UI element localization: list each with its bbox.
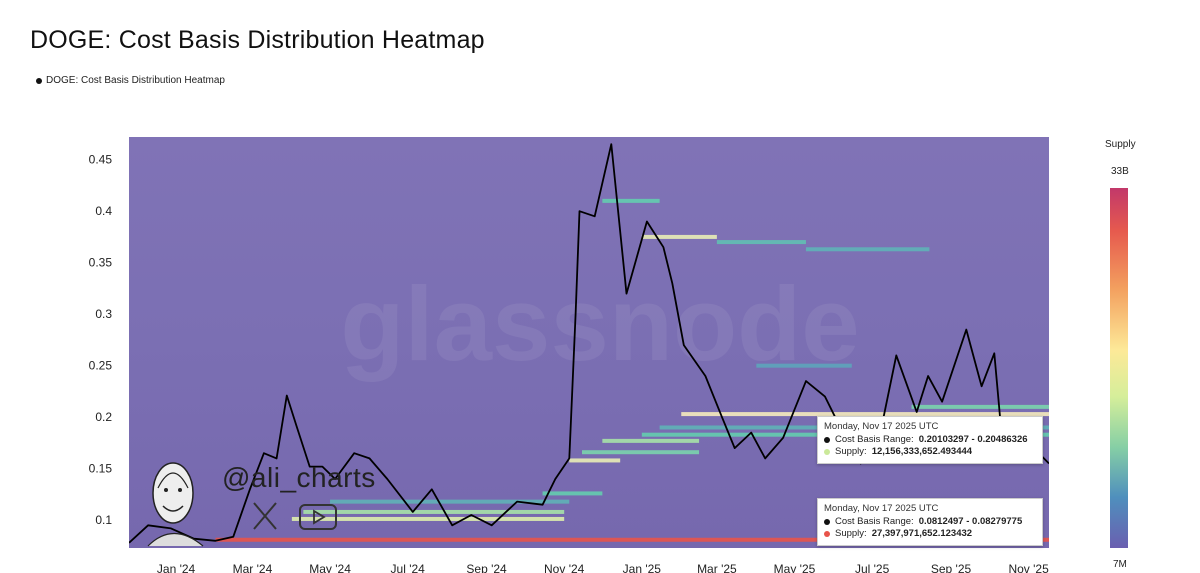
- colorbar: [1110, 188, 1128, 548]
- y-tick-label: 0.4: [95, 204, 112, 218]
- legend-dot-icon: [36, 77, 42, 84]
- x-tick-label: Jan '25: [623, 562, 662, 573]
- tooltip-range-value: 0.0812497 - 0.08279775: [918, 516, 1023, 527]
- y-tick-label: 0.3: [95, 307, 112, 321]
- y-tick-label: 0.35: [89, 256, 113, 270]
- youtube-icon: [299, 504, 337, 530]
- x-axis: Jan '24 Mar '24 May '24 Jul '24 Sep '24 Nov '…: [157, 562, 1049, 573]
- plot-background: [129, 137, 1049, 548]
- tooltip-date: Monday, Nov 17 2025 UTC: [824, 503, 939, 514]
- x-tick-label: Jul '24: [391, 562, 426, 573]
- y-axis: 0.1 0.15 0.2 0.25 0.3 0.35 0.4 0.45: [89, 153, 113, 528]
- supply-band: [582, 450, 700, 455]
- colorbar-title: Supply: [1105, 139, 1136, 150]
- supply-bullet-icon: [824, 531, 830, 537]
- x-tick-label: Nov '24: [544, 562, 585, 573]
- y-tick-label: 0.2: [95, 410, 112, 424]
- supply-band: [291, 516, 565, 521]
- tooltip-range-label: Cost Basis Range:: [835, 434, 914, 445]
- supply-band: [911, 404, 1049, 409]
- tooltip-range-value: 0.20103297 - 0.20486326: [918, 434, 1028, 445]
- y-tick-label: 0.1: [95, 513, 112, 527]
- supply-band: [641, 234, 717, 239]
- tooltip-supply-row: Supply: 12,156,333,652.493444: [824, 446, 1034, 458]
- legend[interactable]: DOGE: Cost Basis Distribution Heatmap: [36, 75, 225, 86]
- author-handle: @ali_charts: [222, 462, 376, 493]
- legend-label: DOGE: Cost Basis Distribution Heatmap: [46, 75, 225, 86]
- supply-band: [756, 363, 852, 368]
- x-tick-label: Nov '25: [1008, 562, 1049, 573]
- tooltip-range-row: Cost Basis Range: 0.20103297 - 0.2048632…: [824, 434, 1034, 446]
- x-social-icon: [253, 502, 277, 530]
- x-tick-label: Sep '24: [466, 562, 507, 573]
- tooltip-range-label: Cost Basis Range:: [835, 516, 914, 527]
- tooltip-date: Monday, Nov 17 2025 UTC: [824, 421, 939, 432]
- colorbar-max-label: 33B: [1111, 166, 1129, 177]
- x-tick-label: May '25: [774, 562, 816, 573]
- supply-bullet-icon: [824, 449, 830, 455]
- range-bullet-icon: [824, 519, 830, 525]
- x-tick-label: Mar '24: [233, 562, 273, 573]
- tooltip-supply-row: Supply: 27,397,971,652.123432: [824, 528, 1034, 540]
- tooltip-supply-value: 27,397,971,652.123432: [871, 528, 973, 539]
- x-tick-label: Jul '25: [855, 562, 890, 573]
- tooltip-upper: Monday, Nov 17 2025 UTC Cost Basis Range…: [817, 416, 1043, 464]
- y-tick-label: 0.25: [89, 359, 113, 373]
- price-line: [129, 143, 1049, 544]
- chart-title: DOGE: Cost Basis Distribution Heatmap: [30, 26, 485, 54]
- tooltip-range-row: Cost Basis Range: 0.0812497 - 0.08279775: [824, 516, 1034, 528]
- range-bullet-icon: [824, 437, 830, 443]
- supply-band: [569, 458, 621, 463]
- supply-band: [681, 412, 1049, 417]
- x-tick-label: Jan '24: [157, 562, 196, 573]
- supply-band: [215, 537, 1049, 542]
- x-tick-label: Sep '25: [931, 562, 972, 573]
- tooltip-supply-label: Supply:: [835, 528, 867, 539]
- supply-band: [602, 198, 660, 203]
- supply-band: [716, 240, 806, 245]
- supply-band: [542, 491, 603, 496]
- supply-band: [330, 499, 570, 504]
- colorbar-min-label: 7M: [1113, 559, 1127, 570]
- author-avatar: [147, 462, 204, 547]
- y-tick-label: 0.15: [89, 462, 113, 476]
- supply-band: [805, 247, 930, 252]
- x-tick-label: Mar '25: [697, 562, 737, 573]
- supply-band: [602, 438, 700, 443]
- tooltip-supply-label: Supply:: [835, 446, 867, 457]
- y-tick-label: 0.45: [89, 153, 113, 167]
- tooltip-lower: Monday, Nov 17 2025 UTC Cost Basis Range…: [817, 498, 1043, 546]
- tooltip-supply-value: 12,156,333,652.493444: [871, 446, 973, 457]
- watermark: glassnode: [340, 266, 859, 383]
- x-tick-label: May '24: [309, 562, 351, 573]
- supply-band: [303, 509, 565, 514]
